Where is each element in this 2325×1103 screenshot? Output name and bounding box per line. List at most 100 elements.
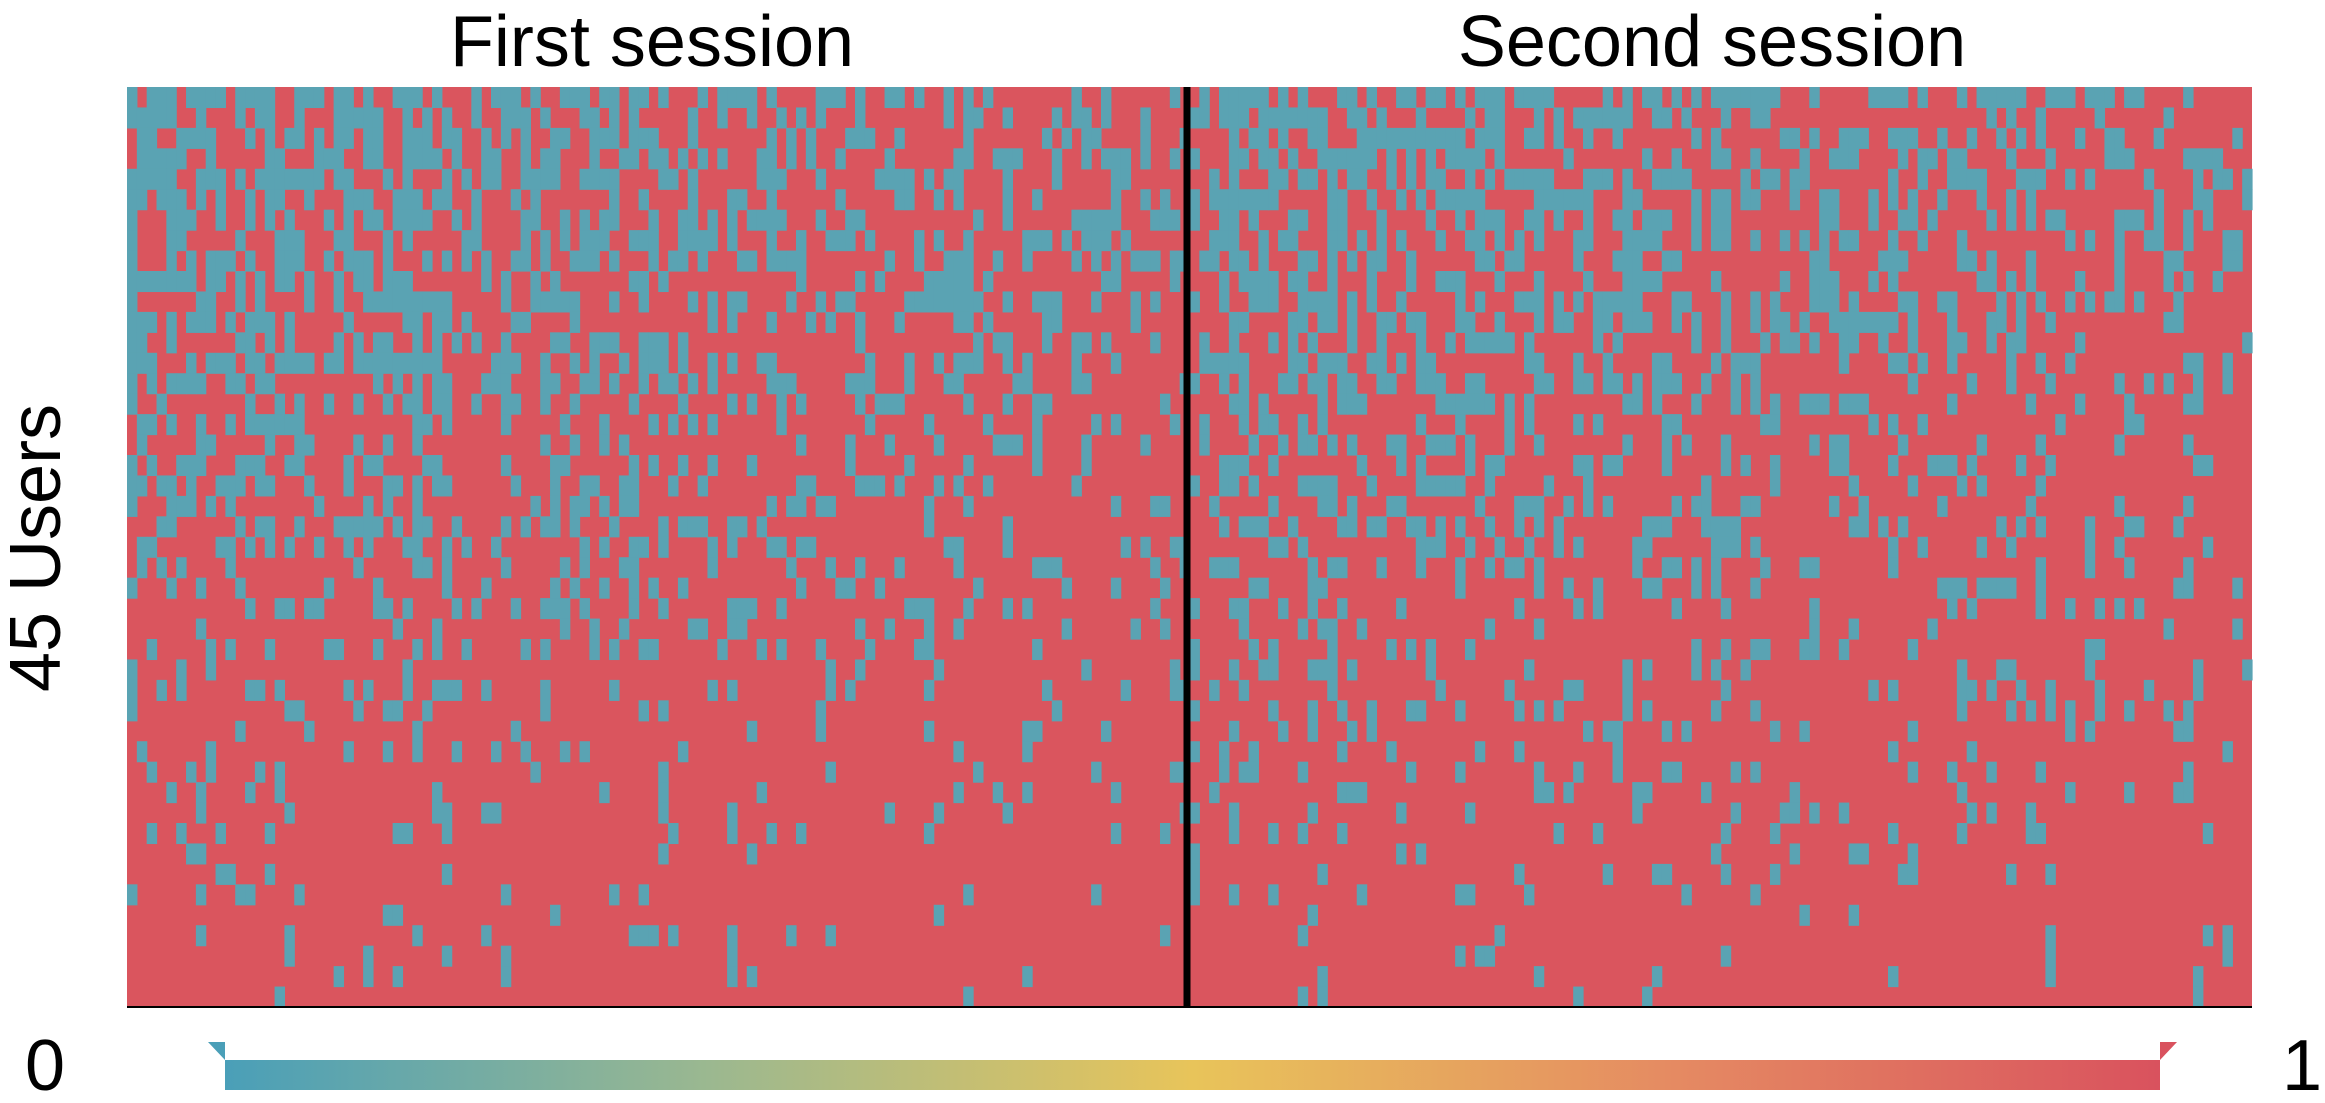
heatmap-cell	[1632, 291, 1643, 313]
heatmap-cell	[127, 455, 138, 477]
heatmap-cell	[1730, 393, 1742, 415]
heatmap-cell	[540, 168, 551, 190]
heatmap-cell	[973, 352, 984, 374]
heatmap-cell	[1337, 87, 1348, 109]
heatmap-cell	[835, 577, 846, 599]
heatmap-cell	[1169, 148, 1181, 170]
heatmap-cell	[1868, 679, 1879, 701]
heatmap-cell	[1523, 87, 1535, 109]
heatmap-cell	[973, 761, 984, 783]
heatmap-cell	[658, 782, 669, 804]
heatmap-cell	[746, 107, 758, 129]
heatmap-cell	[1661, 352, 1673, 374]
heatmap-cell	[313, 148, 325, 170]
heatmap-cell	[1533, 352, 1545, 374]
heatmap-cell	[1435, 536, 1446, 558]
heatmap-cell	[599, 536, 610, 558]
heatmap-cell	[1219, 455, 1230, 477]
heatmap-cell	[2065, 598, 2076, 620]
heatmap-cell	[2183, 230, 2194, 252]
heatmap-cell	[1760, 87, 1771, 109]
heatmap-cell	[1464, 884, 1476, 906]
heatmap-cell	[1327, 434, 1338, 456]
heatmap-cell	[923, 720, 935, 742]
heatmap-cell	[1671, 148, 1682, 170]
heatmap-cell	[1828, 148, 1840, 170]
heatmap-cell	[628, 577, 640, 599]
heatmap-cell	[2015, 127, 2027, 149]
heatmap-cell	[441, 107, 453, 129]
heatmap-cell	[264, 414, 276, 436]
heatmap-cell	[205, 250, 217, 272]
heatmap-cell	[1838, 127, 1850, 149]
heatmap-cell	[166, 332, 177, 354]
heatmap-cell	[2104, 148, 2115, 170]
heatmap-cell	[1091, 414, 1102, 436]
heatmap-cell	[1110, 352, 1122, 374]
heatmap-cell	[628, 598, 640, 620]
heatmap-cell	[530, 761, 541, 783]
heatmap-cell	[1189, 373, 1200, 395]
heatmap-cell	[1514, 557, 1525, 579]
heatmap-cell	[225, 495, 236, 517]
heatmap-cell	[717, 148, 728, 170]
heatmap-cell	[953, 250, 964, 272]
heatmap-cell	[1464, 434, 1476, 456]
heatmap-cell	[1573, 373, 1584, 395]
heatmap-cell	[264, 639, 276, 661]
heatmap-cell	[1789, 332, 1801, 354]
heatmap-cell	[254, 352, 266, 374]
heatmap-cell	[1769, 393, 1781, 415]
heatmap-cell	[500, 516, 512, 538]
heatmap-cell	[1976, 475, 1987, 497]
heatmap-cell	[441, 557, 453, 579]
heatmap-cell	[1405, 271, 1417, 293]
heatmap-cell	[1376, 107, 1387, 129]
heatmap-cell	[1661, 250, 1673, 272]
heatmap-cell	[1494, 925, 1505, 947]
heatmap-cell	[363, 966, 374, 988]
heatmap-cell	[1366, 127, 1378, 149]
heatmap-cell	[402, 679, 413, 701]
heatmap-cell	[1750, 352, 1761, 374]
heatmap-cell	[392, 904, 404, 926]
heatmap-cell	[864, 127, 876, 149]
heatmap-cell	[245, 209, 256, 231]
heatmap-cell	[363, 516, 374, 538]
heatmap-cell	[1484, 87, 1496, 109]
heatmap-cell	[884, 87, 895, 109]
heatmap-cell	[638, 271, 650, 293]
heatmap-cell	[1848, 475, 1860, 497]
heatmap-cell	[569, 393, 581, 415]
heatmap-cell	[353, 516, 364, 538]
heatmap-cell	[550, 271, 561, 293]
heatmap-cell	[1691, 495, 1702, 517]
heatmap-cell	[323, 209, 335, 231]
heatmap-cell	[648, 332, 659, 354]
heatmap-cell	[2183, 577, 2194, 599]
heatmap-cell	[805, 148, 817, 170]
heatmap-cell	[127, 352, 138, 374]
heatmap-cell	[530, 271, 541, 293]
heatmap-cell	[1366, 87, 1378, 109]
heatmap-cell	[127, 189, 138, 211]
heatmap-cell	[540, 700, 551, 722]
heatmap-cell	[254, 455, 266, 477]
heatmap-cell	[235, 271, 246, 293]
heatmap-cell	[2015, 311, 2027, 333]
heatmap-cell	[166, 230, 177, 252]
heatmap-cell	[2025, 250, 2037, 272]
heatmap-cell	[1032, 189, 1043, 211]
heatmap-cell	[2094, 87, 2106, 109]
heatmap-cell	[382, 700, 394, 722]
heatmap-cell	[412, 148, 423, 170]
heatmap-cell	[1238, 352, 1250, 374]
heatmap-cell	[1769, 87, 1781, 109]
heatmap-cell	[1169, 271, 1181, 293]
heatmap-cell	[2094, 107, 2106, 129]
heatmap-cell	[422, 291, 433, 313]
heatmap-cell	[2192, 966, 2204, 988]
heatmap-cell	[1455, 475, 1466, 497]
heatmap-cell	[1455, 414, 1466, 436]
heatmap-cell	[382, 230, 394, 252]
